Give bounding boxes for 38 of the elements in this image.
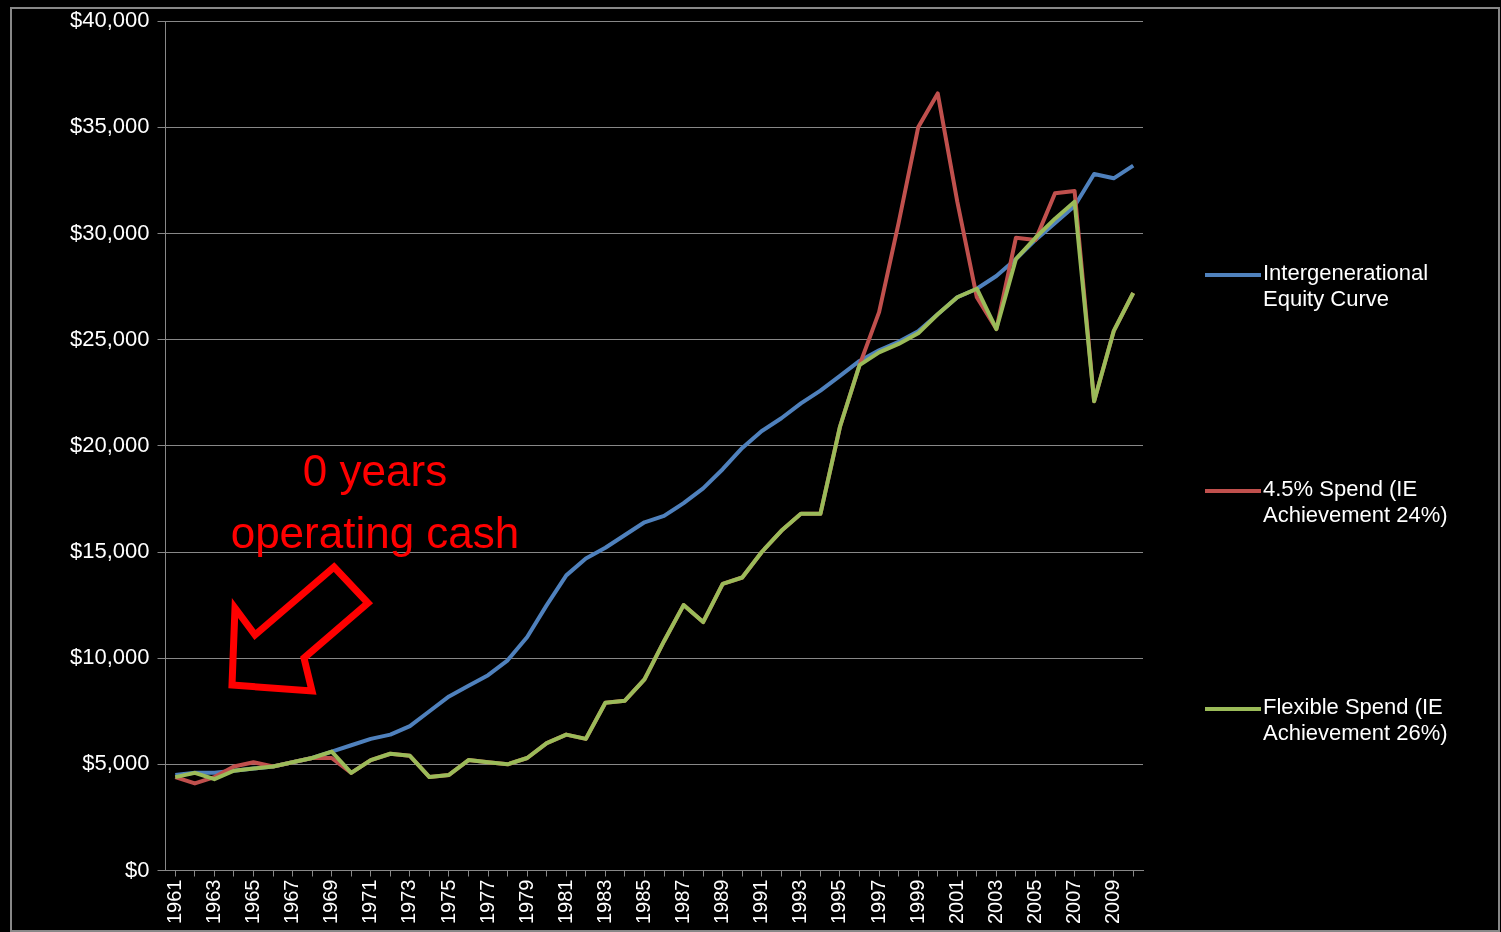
x-tick-label: 2001 [944,879,967,925]
x-tick-label: 2005 [1022,879,1045,925]
x-tick-label: 2003 [983,879,1006,925]
legend-label: Intergenerational Equity Curve [1263,260,1430,312]
x-tick-label: 1979 [514,879,537,925]
y-tick-label: $0 [125,856,150,882]
x-tick-label: 2007 [1062,879,1085,925]
x-tick-label: 2009 [1101,879,1124,925]
x-tick-label: 1983 [592,879,615,925]
x-tick-label: 1995 [827,879,850,925]
x-tick-label: 1997 [866,879,889,925]
x-tick-label: 1999 [905,879,928,925]
y-tick-label: $25,000 [69,325,150,351]
x-tick-label: 1967 [280,879,303,925]
x-tick-label: 1987 [671,879,694,925]
x-tick-label: 1975 [436,879,459,925]
legend-label: Flexible Spend (IE Achievement 26%) [1263,694,1449,746]
legend-label: 4.5% Spend (IE Achievement 24%) [1263,476,1449,528]
x-tick-label: 1989 [710,879,733,925]
x-tick-label: 1977 [475,879,498,925]
y-tick-label: $20,000 [69,431,150,457]
x-tick-label: 1991 [749,879,772,925]
x-tick-label: 1973 [397,879,420,925]
y-tick-label: $5,000 [82,750,150,776]
x-tick-label: 1963 [201,879,224,925]
x-tick-label: 1971 [358,879,381,925]
y-tick-label: $35,000 [69,113,150,139]
x-tick-label: 1961 [162,879,185,925]
y-tick-label: $30,000 [69,219,150,245]
x-tick-label: 1985 [632,879,654,925]
y-tick-label: $40,000 [69,7,150,33]
y-tick-label: $15,000 [69,538,150,564]
annotation: 0 years operating cash [229,445,521,559]
y-tick-label: $10,000 [69,644,150,670]
x-tick-label: 1965 [241,879,264,925]
x-tick-label: 1969 [319,879,342,925]
x-tick-label: 1993 [788,879,811,925]
x-tick-label: 1981 [553,879,576,925]
